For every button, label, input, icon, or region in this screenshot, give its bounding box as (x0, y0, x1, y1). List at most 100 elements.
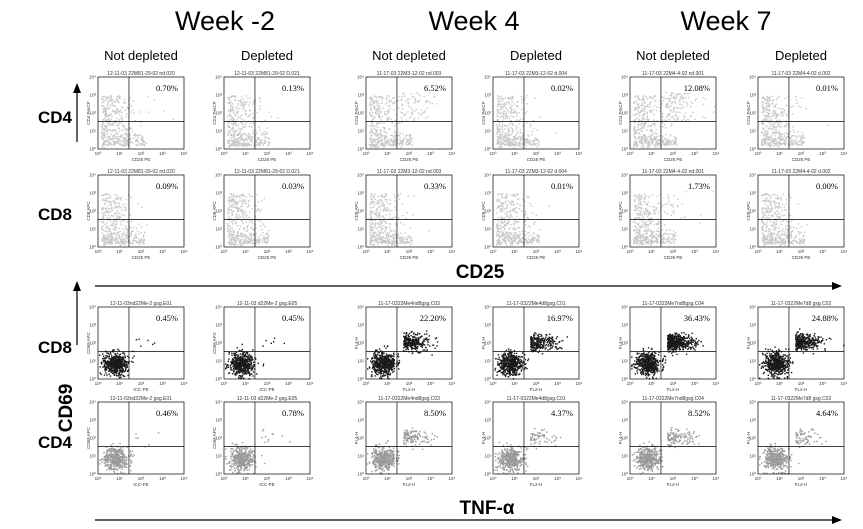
plot-frame (492, 306, 580, 380)
quadrant-percentage: 0.01% (816, 83, 838, 93)
x-tick-label: 10² (798, 151, 805, 156)
y-tick-label: 10⁰ (621, 147, 628, 152)
x-axis-label: FL2-H (403, 387, 416, 392)
y-tick-label: 10⁰ (215, 377, 222, 382)
x-axis-label: CD25 PE (132, 255, 151, 260)
event-dots (759, 328, 845, 380)
y-tick-label: 10⁰ (484, 245, 491, 250)
row-label-3: CD8 (38, 338, 72, 357)
y-tick-label: 10⁴ (215, 400, 222, 405)
x-tick-label: 10² (138, 476, 145, 481)
x-tick-label: 10⁴ (449, 151, 456, 156)
event-dots (494, 427, 562, 475)
y-tick-label: 10³ (749, 418, 756, 423)
y-tick-label: 10¹ (484, 359, 491, 364)
y-tick-label: 10³ (621, 323, 628, 328)
y-axis-label: FL4-H (618, 337, 623, 350)
y-tick-label: 10³ (749, 323, 756, 328)
flow-panel: 0.13% 12-11-03 22M81-29-02 D.021 10⁰ 10¹ 10²… (212, 71, 314, 162)
x-tick-label: 10¹ (116, 151, 123, 156)
y-tick-label: 10¹ (357, 359, 364, 364)
event-dots (494, 332, 568, 380)
x-tick-label: 10¹ (776, 476, 783, 481)
x-tick-label: 10³ (691, 151, 698, 156)
plot-frame (492, 401, 580, 475)
flow-panel: 22.20% 11-17-0322Me4nd8gsg.C03 10⁰ 10¹ 10² 10… (354, 301, 456, 392)
y-tick-label: 10⁴ (215, 75, 222, 80)
x-tick-label: 10⁰ (627, 151, 634, 156)
y-tick-label: 10¹ (484, 454, 491, 459)
y-tick-label: 10⁴ (621, 305, 628, 310)
x-tick-label: 10⁰ (363, 151, 370, 156)
y-tick-label: 10⁴ (89, 400, 96, 405)
y-axis-label: CD8 APC (746, 201, 751, 221)
y-tick-label: 10⁰ (749, 245, 756, 250)
quadrant-percentage: 0.03% (282, 181, 304, 191)
flow-panel: 4.64% 11-17-0322Me7d8 gsg.C02 10⁰ 10¹ 10² 10³… (746, 396, 848, 487)
x-axis-label: CD25 PE (400, 157, 419, 162)
flow-panel: 0.03% 12-11-03 22M81-29-02 D.021 10⁰ 10¹ 10²… (212, 169, 314, 260)
flow-panel: 0.09% 12-11-03 22M81-29-02 nd.020 10⁰ 10¹ 10… (86, 169, 188, 260)
y-tick-label: 10² (749, 209, 756, 214)
x-tick-label: 10¹ (242, 381, 249, 386)
flow-panel: 36.43% 11-17-0322Me7nd8gsg.C04 10⁰ 10¹ 10² 10… (618, 301, 720, 392)
plot-frame (629, 401, 717, 475)
x-axis-label: CD25 PE (527, 157, 546, 162)
quadrant-percentage: 0.70% (156, 83, 178, 93)
x-tick-label: 10⁴ (841, 151, 848, 156)
y-tick-label: 10² (357, 111, 364, 116)
event-dots (367, 330, 439, 380)
y-axis-label: CD8 APC (618, 201, 623, 221)
plot-frame (97, 401, 185, 475)
y-tick-label: 10¹ (89, 359, 96, 364)
y-axis-label: CD69 APC (212, 426, 217, 449)
x-tick-label: 10⁰ (490, 381, 497, 386)
x-tick-label: 10² (798, 249, 805, 254)
y-tick-label: 10⁰ (484, 377, 491, 382)
x-tick-label: 10² (138, 381, 145, 386)
x-axis-label: CD25 PE (664, 255, 683, 260)
y-tick-label: 10² (215, 111, 222, 116)
y-tick-label: 10² (215, 341, 222, 346)
flow-panel: 0.02% 11-17-03 22M3-12-02 d.004 10⁰ 10¹ 10² 1… (481, 71, 583, 162)
y-tick-label: 10⁴ (89, 75, 96, 80)
plot-frame (223, 401, 311, 475)
plot-frame (629, 76, 717, 150)
quadrant-percentage: 0.01% (551, 181, 573, 191)
y-tick-label: 10⁰ (215, 472, 222, 477)
sample-file-name: 12-11-03nd22Me-2 gsg.E01 (110, 396, 172, 402)
x-tick-label: 10⁴ (576, 151, 583, 156)
sample-file-name: 11-17-03 22M4-4-02 d.002 (771, 71, 830, 77)
row-label-1: CD4 (38, 108, 73, 127)
scatter-panels: 0.70% 12-11-03 22M81-29-02 nd.020 10⁰ 10¹ 10… (86, 71, 848, 487)
x-tick-label: 10² (406, 381, 413, 386)
flow-panel: 0.01% 11-17-03 22M3-12-02 d.004 10⁰ 10¹ 10² 1… (481, 169, 583, 260)
y-tick-label: 10⁰ (215, 147, 222, 152)
event-dots (101, 95, 175, 149)
y-tick-label: 10² (215, 436, 222, 441)
y-tick-label: 10⁴ (484, 75, 491, 80)
y-tick-label: 10⁴ (484, 173, 491, 178)
y-tick-label: 10³ (484, 323, 491, 328)
week-title-2: Week 4 (428, 6, 519, 36)
x-tick-label: 10⁰ (627, 249, 634, 254)
plot-frame (757, 306, 845, 380)
y-tick-label: 10³ (484, 191, 491, 196)
x-tick-label: 10¹ (511, 476, 518, 481)
quadrant-percentage: 0.00% (816, 181, 838, 191)
condition-label-3: Not depleted (372, 48, 446, 63)
x-tick-label: 10⁴ (713, 249, 720, 254)
event-dots (227, 193, 270, 246)
event-dots (496, 95, 557, 149)
event-dots (369, 92, 438, 149)
x-axis-label: CD25 PE (258, 255, 277, 260)
event-dots (761, 193, 808, 247)
sample-file-name: 12-11-03nd22Me-2 gsg.E01 (110, 301, 172, 307)
y-tick-label: 10⁰ (749, 147, 756, 152)
flow-panel: 0.00% 11-17-03 22M4-4-02 d.002 10⁰ 10¹ 10² 10… (746, 169, 848, 260)
x-axis-label: CD25 PE (400, 255, 419, 260)
x-tick-label: 10⁴ (841, 249, 848, 254)
x-tick-label: 10² (798, 476, 805, 481)
sample-file-name: 11-17-0322Me7d8 gsg.C02 (771, 396, 832, 402)
